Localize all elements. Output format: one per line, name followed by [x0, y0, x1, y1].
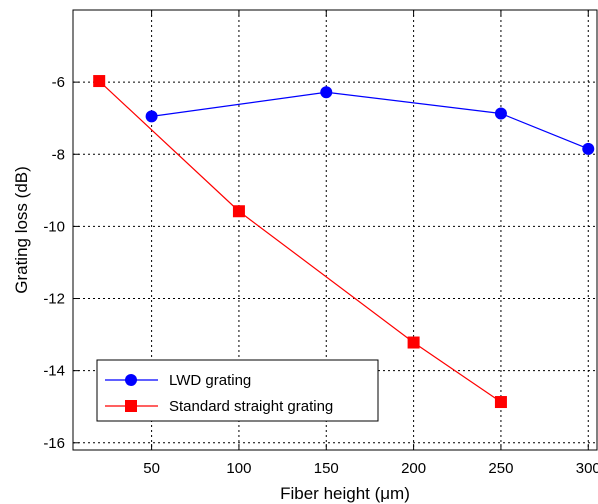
data-point-1 — [232, 205, 245, 218]
legend-marker-lwd — [125, 374, 137, 386]
x-axis-title: Fiber height (μm) — [280, 484, 410, 503]
legend-box — [96, 359, 379, 422]
axis-ticks: 50 100 150 200 250 300 -6 -8 -10 -12 -14 -16 — [43, 10, 598, 477]
x-tick-label: 250 — [488, 460, 513, 477]
data-point-1 — [407, 336, 420, 349]
data-point-1 — [494, 396, 507, 409]
x-tick-label: 200 — [401, 460, 426, 477]
data-point-0 — [320, 86, 333, 99]
series-line-0 — [151, 91, 589, 150]
legend: LWD grating Standard straight grating — [96, 359, 379, 422]
data-point-0 — [582, 142, 595, 155]
x-tick-label: 100 — [226, 460, 251, 477]
y-tick-label: -10 — [43, 218, 65, 235]
y-tick-label: -16 — [43, 435, 65, 452]
legend-label-lwd: LWD grating — [169, 372, 251, 389]
x-tick-label: 50 — [143, 460, 160, 477]
series-layer — [93, 75, 595, 409]
y-tick-label: -12 — [43, 291, 65, 308]
series-line-1 — [98, 80, 502, 403]
data-point-0 — [494, 107, 507, 120]
y-axis-title: Grating loss (dB) — [12, 166, 31, 294]
plot-area-frame — [72, 9, 598, 451]
data-point-0 — [145, 110, 158, 123]
y-tick-label: -14 — [43, 363, 65, 380]
data-point-1 — [93, 75, 106, 88]
x-tick-label: 150 — [314, 460, 339, 477]
y-tick-label: -6 — [52, 74, 65, 91]
legend-marker-standard — [125, 400, 137, 412]
x-tick-label: 300 — [576, 460, 598, 477]
legend-label-standard: Standard straight grating — [169, 398, 333, 415]
y-tick-label: -8 — [52, 146, 65, 163]
